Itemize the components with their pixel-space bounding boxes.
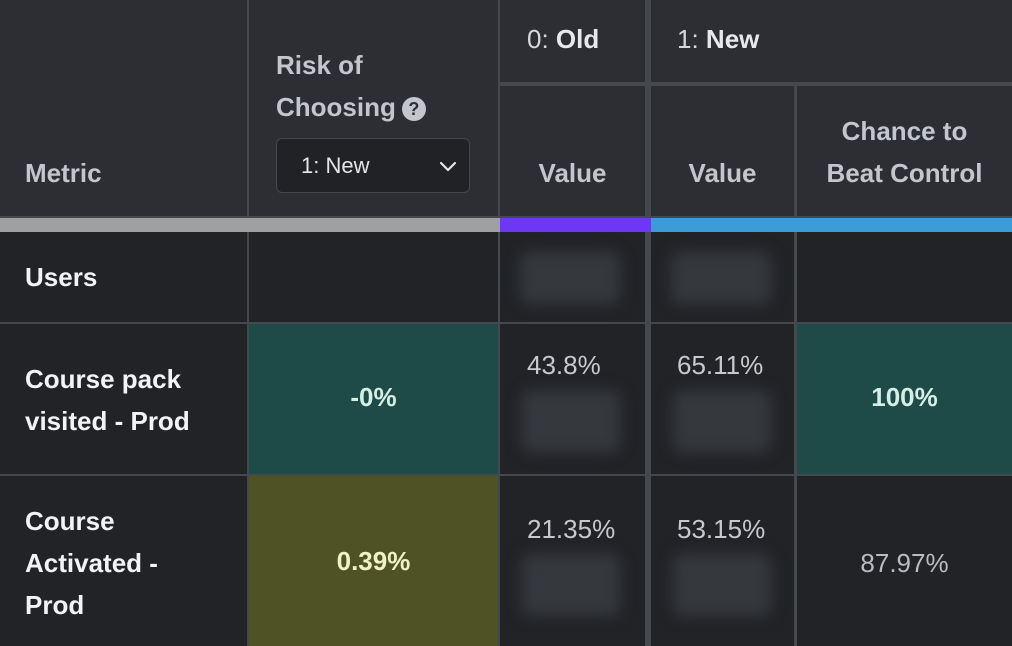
chevron-down-icon	[439, 161, 457, 172]
metric-name-line2: visited - Prod	[25, 406, 190, 436]
risk-header-line1: Risk of	[276, 50, 363, 80]
redacted-value	[673, 554, 771, 616]
baseline-color-bar	[0, 218, 500, 232]
metric-name-line3: Prod	[25, 590, 85, 620]
variation0-index: 0:	[527, 24, 549, 54]
variation1-name: New	[705, 24, 760, 54]
redacted-value	[520, 252, 620, 304]
variation0-value-header: Value	[500, 86, 645, 216]
variation0-value-cell: 21.35%	[500, 476, 645, 646]
chance-header-line2: Beat Control	[826, 158, 983, 188]
risk-cell: -0%	[249, 324, 498, 474]
metric-name-line2: Activated -	[25, 548, 158, 578]
risk-value: -0%	[350, 382, 397, 412]
metric-name: Course pack visited - Prod	[25, 358, 190, 442]
conversion-rate: 53.15%	[677, 514, 766, 544]
conversion-rate: 65.11%	[677, 350, 764, 380]
risk-header-cell: Risk of Choosing? 1: New	[249, 0, 498, 216]
risk-select-value: 1: New	[301, 152, 370, 178]
risk-cell	[249, 232, 498, 322]
redacted-value	[671, 252, 771, 304]
redacted-value	[522, 554, 620, 616]
chance-cell: 87.97%	[797, 476, 1012, 646]
risk-cell: 0.39%	[249, 476, 498, 646]
chance-header: Chance to Beat Control	[797, 86, 1012, 216]
value-column-header: Value	[688, 158, 757, 188]
variation0-header: 0: Old	[500, 0, 645, 82]
variation1-color-bar	[651, 218, 1012, 232]
chance-header-line1: Chance to	[841, 116, 968, 146]
redacted-value	[522, 390, 620, 452]
metric-header-cell: Metric	[0, 0, 247, 216]
risk-variation-select[interactable]: 1: New	[276, 138, 470, 193]
chance-cell: 100%	[797, 324, 1012, 474]
risk-header-line2: Choosing	[276, 92, 396, 122]
conversion-rate: 21.35%	[527, 514, 616, 544]
conversion-rate: 43.8%	[527, 350, 601, 380]
metric-column-header: Metric	[25, 158, 102, 188]
value-column-header: Value	[538, 158, 607, 188]
chance-value: 87.97%	[860, 548, 949, 578]
chance-column-header: Chance to Beat Control	[797, 110, 1012, 194]
table-row-course-pack-visited: Course pack visited - Prod	[0, 324, 247, 474]
metric-name: Users	[25, 262, 98, 292]
variation0-color-bar	[500, 218, 651, 232]
risk-value: 0.39%	[336, 546, 411, 576]
question-circle-icon[interactable]: ?	[401, 97, 426, 122]
variation0-title: 0: Old	[527, 24, 599, 55]
metric-name-line1: Course pack	[25, 364, 182, 394]
variation0-value-cell: 43.8%	[500, 324, 645, 474]
variation1-header: 1: New	[651, 0, 1012, 82]
variation1-title: 1: New	[677, 24, 759, 55]
metric-name-line1: Course	[25, 506, 115, 536]
chance-cell	[797, 232, 1012, 322]
variation1-value-cell: 65.11%	[651, 324, 794, 474]
variation1-value-cell: 53.15%	[651, 476, 794, 646]
variation0-value-cell	[500, 232, 645, 322]
chance-value: 100%	[871, 382, 938, 412]
variation1-index: 1:	[677, 24, 699, 54]
risk-column-header: Risk of Choosing?	[276, 44, 426, 128]
table-row-users: Users	[0, 232, 247, 322]
redacted-value	[673, 390, 771, 452]
variation1-value-header: Value	[651, 86, 794, 216]
variation1-value-cell	[651, 232, 794, 322]
metric-name: Course Activated - Prod	[25, 500, 158, 626]
variation0-name: Old	[555, 24, 600, 54]
table-row-course-activated: Course Activated - Prod	[0, 476, 247, 646]
